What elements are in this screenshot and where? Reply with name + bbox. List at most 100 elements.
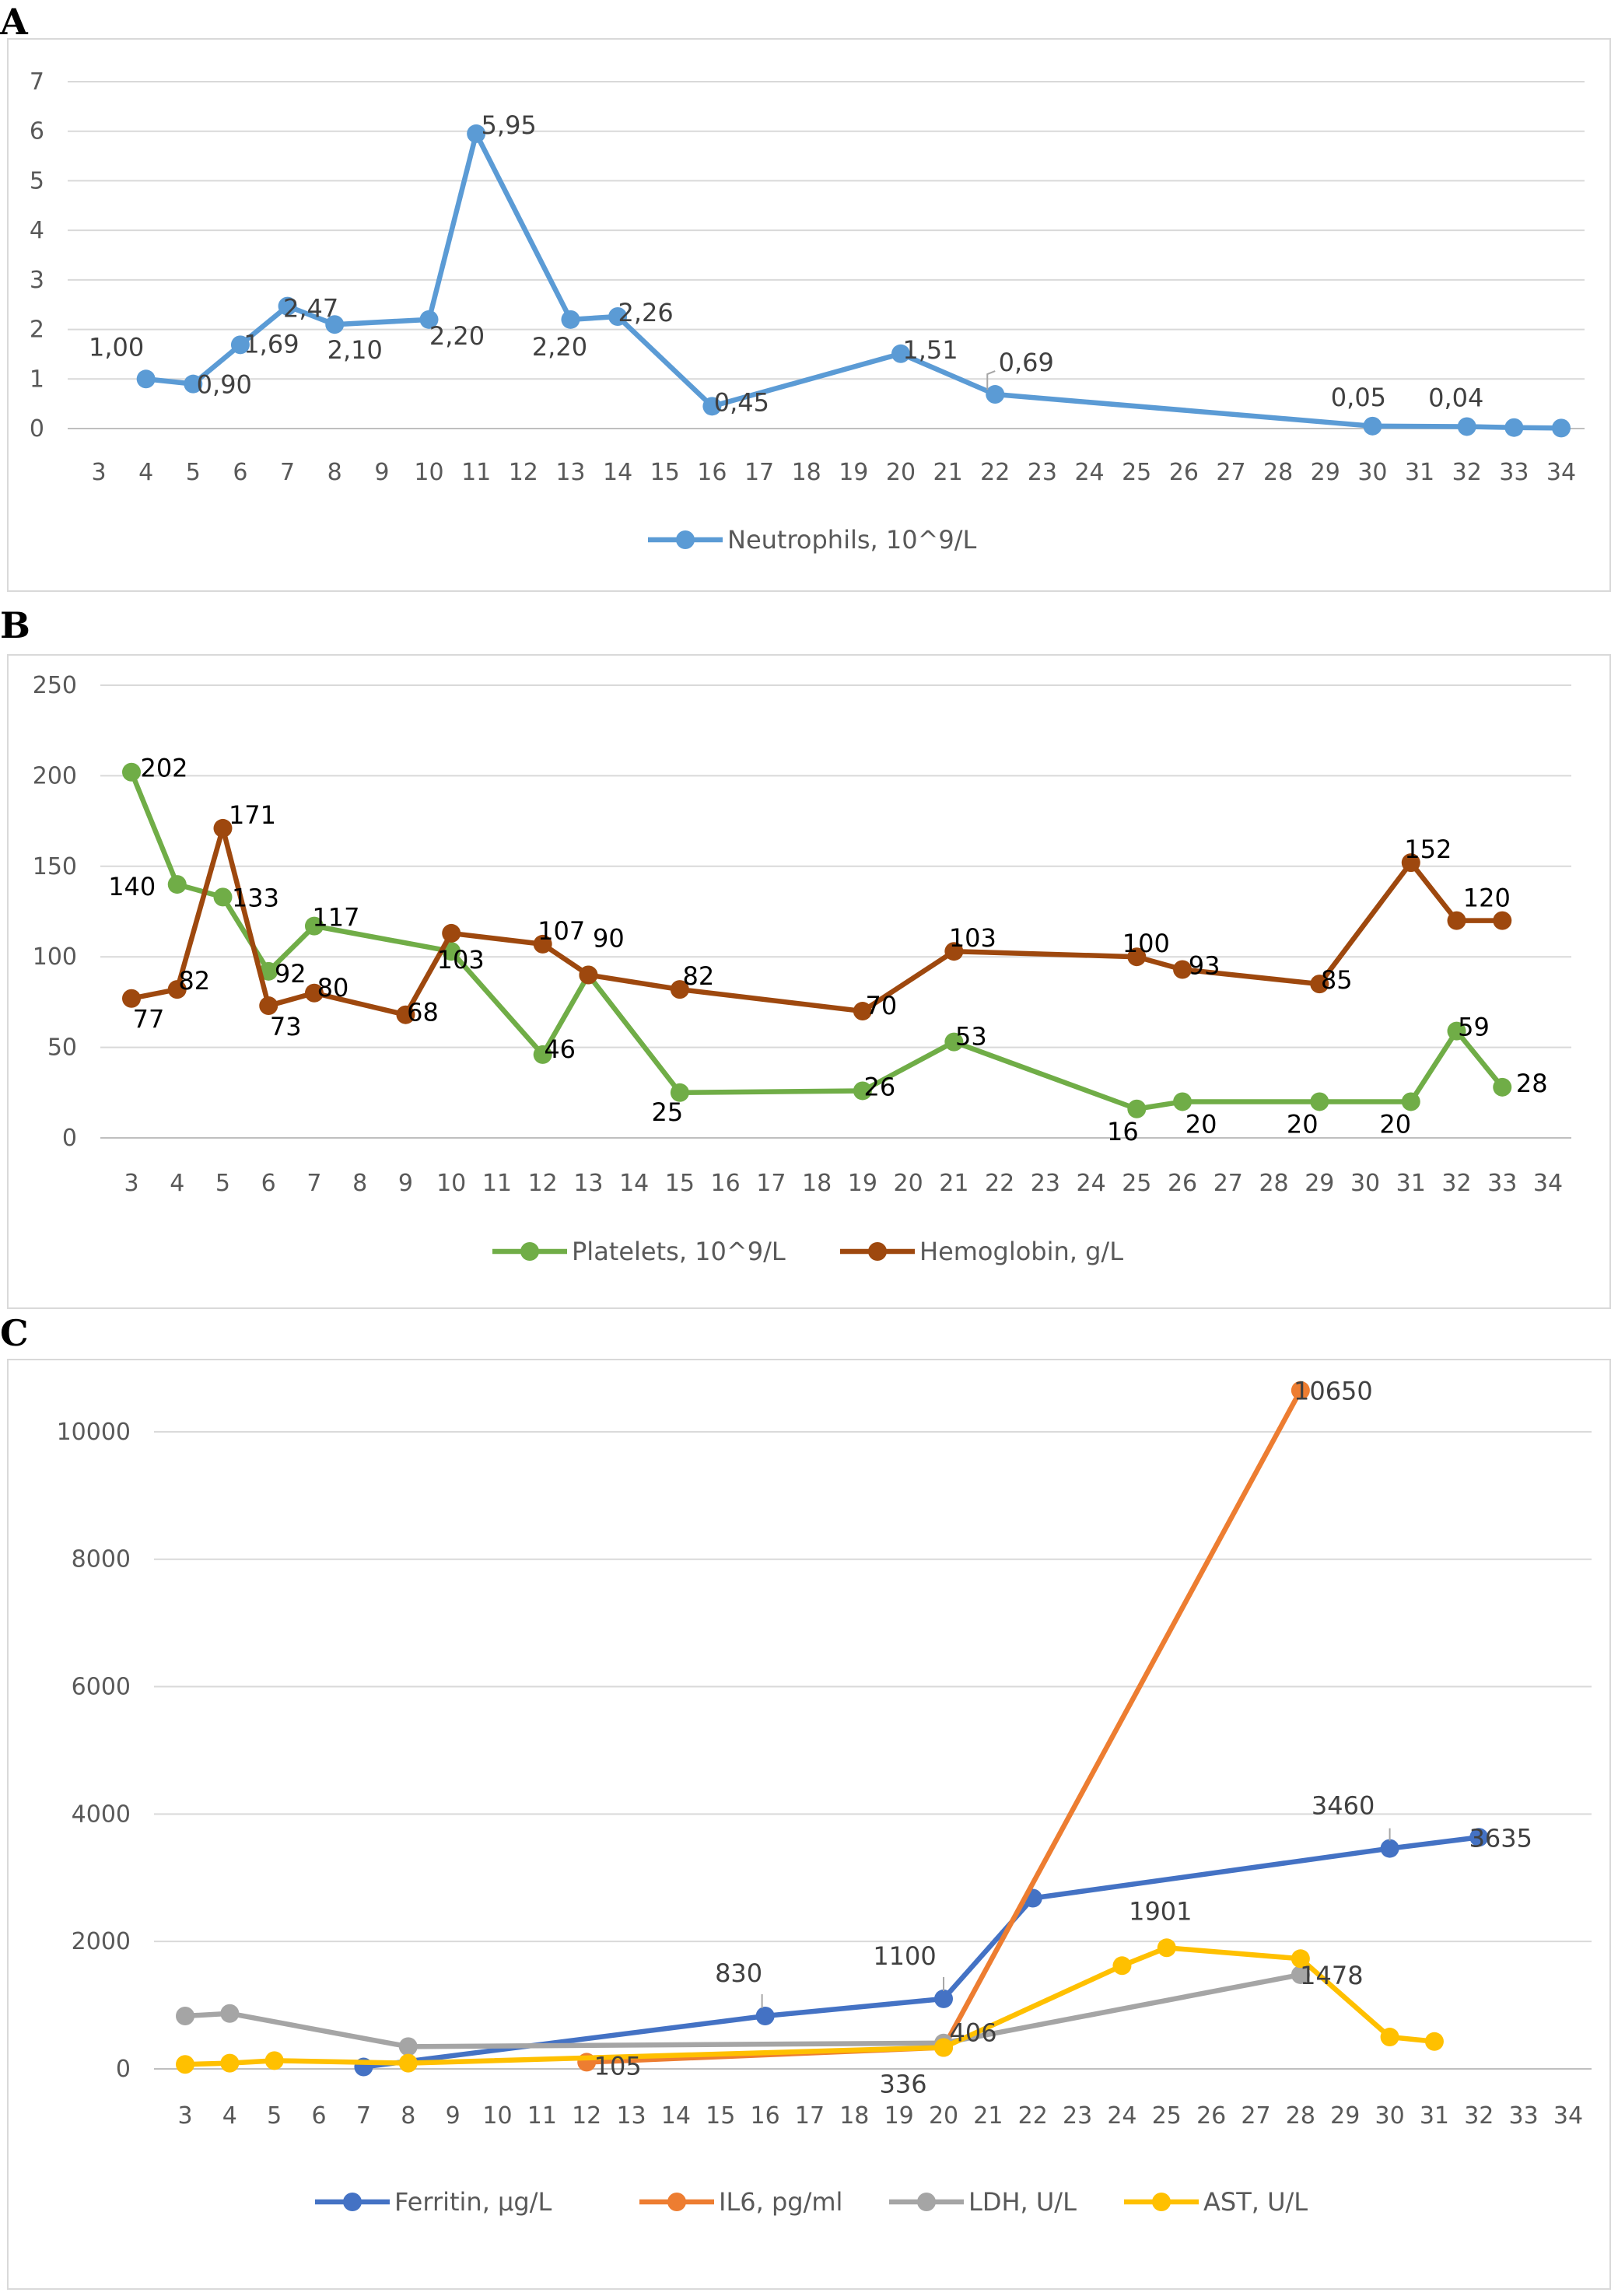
data-point [1457,417,1476,436]
x-tick-label: 28 [1259,1170,1288,1197]
x-tick-label: 4 [170,1170,184,1197]
x-tick-label: 8 [327,459,342,486]
y-tick-label: 0 [62,1125,77,1152]
data-point [467,124,486,143]
data-point [579,965,598,985]
x-tick-label: 24 [1076,1170,1105,1197]
label-leader [986,370,996,390]
data-point [608,307,628,327]
x-tick-label: 17 [756,1170,786,1197]
data-point [1291,1965,1310,1984]
x-tick-label: 26 [1169,459,1199,486]
x-tick-label: 14 [603,459,632,486]
panel-a-frame [7,38,1611,592]
data-point [1291,1949,1310,1969]
y-tick-label: 0 [30,415,44,443]
x-tick-label: 19 [848,1170,877,1197]
x-tick-label: 17 [795,2102,825,2130]
y-tick-label: 0 [116,2056,131,2083]
data-point [944,942,964,961]
legend-label: LDH, U/L [968,2187,1077,2217]
legend-swatch-marker [343,2193,362,2211]
x-tick-label: 3 [91,459,106,486]
x-tick-label: 23 [1063,2102,1092,2130]
data-point [176,2055,194,2074]
data-label: 16 [1107,1117,1139,1146]
data-point [853,1002,872,1021]
x-tick-label: 20 [886,459,916,486]
data-point [259,996,278,1016]
y-tick-label: 50 [47,1034,77,1062]
data-point [670,1083,689,1102]
data-label: 93 [1189,950,1221,980]
data-point [213,887,233,907]
x-tick-label: 21 [933,459,963,486]
data-point [398,2053,418,2073]
x-tick-label: 31 [1420,2102,1449,2130]
data-label: 0,90 [197,370,252,400]
x-tick-label: 34 [1553,2102,1583,2130]
x-tick-label: 16 [697,459,727,486]
panel-b-frame [7,654,1611,1309]
data-label: 82 [178,966,210,996]
data-point [1493,1077,1512,1097]
data-label: 1,51 [902,335,958,365]
data-label: 117 [312,903,359,933]
data-point [1173,1092,1192,1111]
x-tick-label: 8 [401,2102,415,2130]
data-label: 2,26 [618,298,673,327]
x-tick-label: 8 [352,1170,367,1197]
x-tick-label: 24 [1107,2102,1136,2130]
data-label: 73 [270,1012,302,1041]
x-tick-label: 22 [980,459,1010,486]
data-point [986,385,1005,404]
y-tick-label: 150 [33,853,77,880]
x-tick-label: 3 [124,1170,138,1197]
x-tick-label: 9 [398,1170,413,1197]
x-tick-label: 11 [461,459,491,486]
data-label: 0,45 [714,387,769,417]
y-tick-label: 10000 [57,1419,131,1446]
x-tick-label: 16 [711,1170,741,1197]
y-tick-label: 6 [30,118,44,145]
data-point [419,310,439,329]
data-point [136,369,156,389]
x-tick-label: 10 [414,459,443,486]
data-point [944,1032,964,1052]
x-tick-label: 32 [1441,1170,1471,1197]
data-point [1112,1956,1132,1976]
y-tick-label: 2 [30,317,44,344]
legend-swatch-marker [520,1242,539,1261]
data-label: 26 [864,1072,896,1101]
x-tick-label: 6 [261,1170,276,1197]
data-label: 20 [1379,1109,1411,1139]
x-tick-label: 5 [215,1170,230,1197]
data-label: 3635 [1469,1823,1532,1853]
x-tick-label: 9 [374,459,389,486]
data-label: 152 [1404,835,1452,864]
legend-swatch-marker [917,2193,936,2211]
series-line [143,131,1564,431]
x-tick-label: 29 [1305,1170,1334,1197]
x-tick-label: 30 [1350,1170,1380,1197]
data-point [1127,947,1147,967]
data-point [213,818,233,838]
data-label: 80 [317,973,349,1003]
y-tick-label: 8000 [72,1546,131,1573]
data-point [1401,853,1420,873]
x-tick-label: 7 [280,459,295,486]
data-label: 406 [949,2018,996,2048]
x-tick-label: 17 [744,459,774,486]
y-tick-label: 5 [30,167,44,194]
x-tick-label: 5 [267,2102,282,2130]
x-tick-label: 6 [312,2102,327,2130]
data-point [1291,1381,1310,1400]
data-point [1552,418,1571,438]
data-point [1363,416,1382,436]
data-label: 1,00 [89,332,144,362]
x-tick-label: 33 [1487,1170,1517,1197]
data-label: 0,04 [1428,383,1483,412]
data-point [264,2051,284,2070]
